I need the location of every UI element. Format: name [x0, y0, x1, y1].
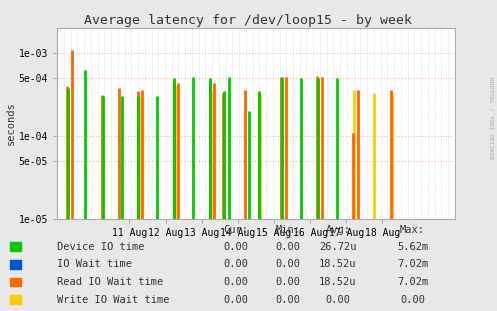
Text: 18.52u: 18.52u [319, 259, 357, 269]
Text: Avg:: Avg: [326, 225, 350, 234]
Text: 18.52u: 18.52u [319, 277, 357, 287]
Text: 0.00: 0.00 [224, 242, 248, 252]
Text: 0.00: 0.00 [276, 295, 301, 305]
Text: 26.72u: 26.72u [319, 242, 357, 252]
Text: 0.00: 0.00 [224, 295, 248, 305]
Text: Device IO time: Device IO time [57, 242, 145, 252]
Text: 0.00: 0.00 [400, 295, 425, 305]
Text: 0.00: 0.00 [224, 277, 248, 287]
Text: Read IO Wait time: Read IO Wait time [57, 277, 164, 287]
Text: 0.00: 0.00 [276, 277, 301, 287]
Text: IO Wait time: IO Wait time [57, 259, 132, 269]
Text: Cur:: Cur: [224, 225, 248, 234]
Text: 0.00: 0.00 [224, 259, 248, 269]
Text: Write IO Wait time: Write IO Wait time [57, 295, 169, 305]
Text: 7.02m: 7.02m [397, 259, 428, 269]
Y-axis label: seconds: seconds [6, 102, 16, 146]
Text: Min:: Min: [276, 225, 301, 234]
Text: 0.00: 0.00 [276, 259, 301, 269]
Text: 0.00: 0.00 [276, 242, 301, 252]
Text: 0.00: 0.00 [326, 295, 350, 305]
Text: 5.62m: 5.62m [397, 242, 428, 252]
Text: Max:: Max: [400, 225, 425, 234]
Text: RRDTOOL / TOBI OETIKER: RRDTOOL / TOBI OETIKER [488, 77, 493, 160]
Text: 7.02m: 7.02m [397, 277, 428, 287]
Text: Average latency for /dev/loop15 - by week: Average latency for /dev/loop15 - by wee… [84, 14, 413, 27]
